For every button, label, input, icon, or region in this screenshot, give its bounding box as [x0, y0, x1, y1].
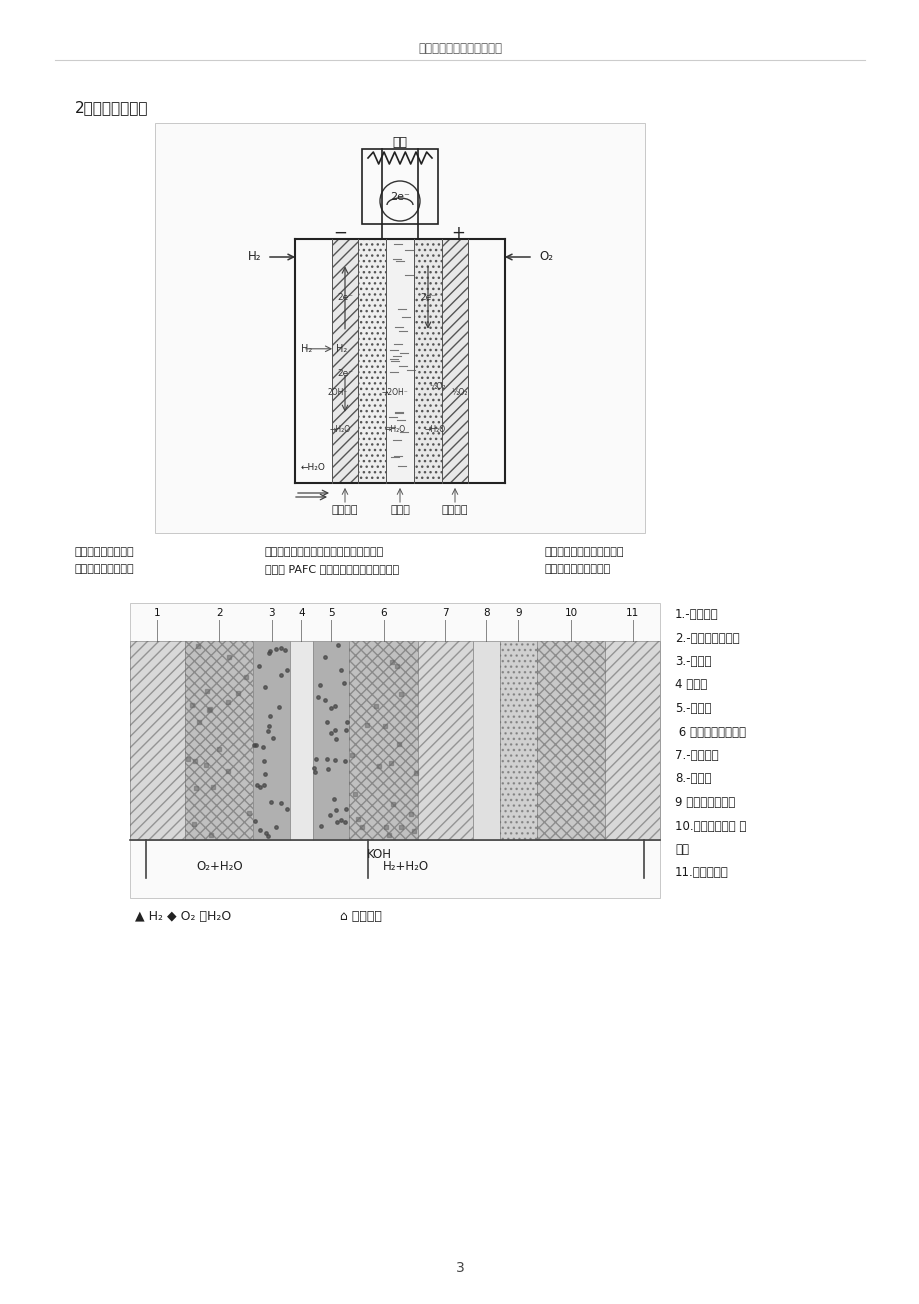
Text: 4: 4	[298, 608, 304, 618]
Bar	[349, 642, 417, 840]
Text: 9: 9	[515, 608, 521, 618]
Text: 负载: 负载	[392, 137, 407, 150]
Text: O₂: O₂	[539, 250, 552, 263]
Text: 5.-氢电极: 5.-氢电极	[675, 702, 710, 715]
Text: ½O₂: ½O₂	[429, 382, 446, 391]
Text: 多孔气体扩散电极由于阴极: 多孔气体扩散电极由于阴极	[544, 546, 624, 557]
Text: →H₂O: →H₂O	[384, 425, 405, 434]
Text: 4 石棉膜: 4 石棉膜	[675, 678, 707, 691]
Text: 3: 3	[455, 1261, 464, 1275]
Text: ▲ H₂ ◆ O₂ ＋H₂O: ▲ H₂ ◆ O₂ ＋H₂O	[135, 909, 231, 922]
Bar	[605, 642, 659, 840]
Text: O₂+H₂O: O₂+H₂O	[197, 861, 244, 872]
Text: 3.-氧电极: 3.-氧电极	[675, 655, 710, 668]
Text: 2: 2	[216, 608, 222, 618]
Text: 氢能汽车燃料电池系统设计: 氢能汽车燃料电池系统设计	[417, 42, 502, 55]
Bar	[130, 642, 185, 840]
Bar	[332, 239, 357, 482]
Bar	[500, 642, 536, 840]
Text: →2OH⁻: →2OH⁻	[381, 389, 408, 398]
Text: H₂+H₂O: H₂+H₂O	[382, 861, 428, 872]
Text: 7: 7	[441, 608, 448, 618]
Text: 8: 8	[482, 608, 489, 618]
Text: 2e⁻: 2e⁻	[336, 293, 353, 303]
Bar	[349, 642, 417, 840]
Text: 2e⁻: 2e⁻	[390, 192, 410, 202]
Text: 2.-氧蜂窝（气室）: 2.-氧蜂窝（气室）	[675, 631, 739, 644]
Bar	[130, 642, 185, 840]
Bar	[417, 642, 472, 840]
Text: 6: 6	[380, 608, 387, 618]
Bar	[130, 602, 659, 898]
Text: 2OH⁻: 2OH⁻	[327, 389, 347, 398]
Bar	[472, 642, 500, 840]
Bar	[386, 239, 414, 482]
Text: 多孔阳极: 多孔阳极	[332, 505, 357, 515]
Text: 6 一氢蜂窝（气室）: 6 一氢蜂窝（气室）	[675, 725, 745, 738]
Text: 1.-氧支撑板: 1.-氧支撑板	[675, 608, 718, 621]
Text: KOH: KOH	[366, 848, 391, 861]
Text: →H₂O: →H₂O	[424, 425, 445, 434]
Text: 阳极侧生成的水必须: 阳极侧生成的水必须	[75, 546, 134, 557]
Bar	[185, 642, 253, 840]
Text: ←H₂O: ←H₂O	[301, 463, 325, 472]
Bar	[289, 642, 312, 840]
Text: −: −	[333, 224, 346, 243]
Bar	[441, 239, 468, 482]
Bar	[361, 149, 437, 224]
Bar	[414, 239, 441, 482]
Bar	[312, 642, 349, 840]
Bar	[253, 642, 289, 840]
Text: 获得很高的电流效益。: 获得很高的电流效益。	[544, 565, 610, 574]
Text: H₂: H₂	[336, 344, 347, 353]
Text: 10.除水蜂窝（蒸 发: 10.除水蜂窝（蒸 发	[675, 819, 745, 832]
Text: 10: 10	[563, 608, 577, 618]
Text: 11.除水蜂窝板: 11.除水蜂窝板	[675, 866, 728, 879]
Text: +: +	[450, 224, 464, 243]
Text: 11: 11	[625, 608, 639, 618]
Text: H₂: H₂	[247, 250, 261, 263]
Text: 2e⁻: 2e⁻	[420, 293, 436, 303]
Bar	[605, 642, 659, 840]
Text: 1: 1	[154, 608, 161, 618]
Text: 8.-排水膜: 8.-排水膜	[675, 772, 710, 785]
Text: 电解质: 电解质	[390, 505, 410, 515]
Bar	[500, 642, 536, 840]
Text: （氧电极）的极化损: （氧电极）的极化损	[75, 565, 134, 574]
Text: 及时排除，以免将电解液溶液稀释或流没: 及时排除，以免将电解液溶液稀释或流没	[265, 546, 384, 557]
Text: 3: 3	[268, 608, 275, 618]
Text: 5: 5	[327, 608, 334, 618]
Text: 9 一排水膜支撑板: 9 一排水膜支撑板	[675, 795, 734, 808]
Text: ½O₂: ½O₂	[451, 389, 468, 398]
Bar	[536, 642, 605, 840]
Bar	[536, 642, 605, 840]
Text: →H₂O: →H₂O	[329, 425, 350, 434]
Bar	[185, 642, 253, 840]
Text: 室）: 室）	[675, 842, 688, 855]
Text: 失要比 PAFC 等酸性电解质小，因而可以: 失要比 PAFC 等酸性电解质小，因而可以	[265, 565, 399, 574]
Text: 2e⁻: 2e⁻	[336, 369, 353, 378]
Text: H₂: H₂	[301, 344, 312, 353]
Bar	[417, 642, 472, 840]
Bar	[357, 239, 386, 482]
Text: 多孔阴极: 多孔阴极	[441, 505, 468, 515]
Text: 2、系统硬件设计: 2、系统硬件设计	[75, 100, 148, 116]
Text: 7.-氢支撑板: 7.-氢支撑板	[675, 748, 718, 762]
Text: ⌂ 三相界面: ⌂ 三相界面	[340, 909, 381, 922]
Bar	[154, 123, 644, 533]
